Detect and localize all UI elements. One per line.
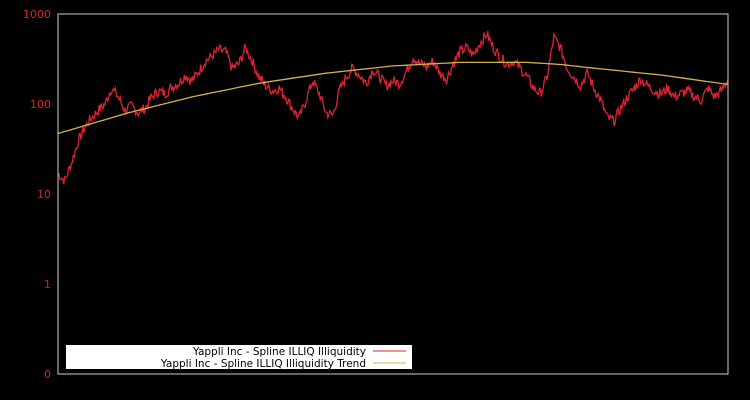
plot-series bbox=[57, 30, 729, 185]
legend: Yappli Inc - Spline ILLIQ Illiquidity Ya… bbox=[66, 345, 412, 370]
legend-label-illiquidity: Yappli Inc - Spline ILLIQ Illiquidity bbox=[192, 346, 366, 358]
y-tick-label: 1000 bbox=[23, 8, 51, 21]
legend-box bbox=[66, 345, 412, 369]
y-tick-label: 1 bbox=[44, 278, 51, 291]
series-line-trend bbox=[57, 61, 729, 135]
y-tick-label: 0 bbox=[44, 368, 51, 381]
y-tick-label: 100 bbox=[30, 98, 51, 111]
plot-area-border bbox=[57, 13, 729, 375]
series-line-illiquidity bbox=[57, 30, 729, 185]
legend-label-trend: Yappli Inc - Spline ILLIQ Illiquidity Tr… bbox=[160, 358, 366, 370]
y-tick-label: 10 bbox=[37, 188, 51, 201]
